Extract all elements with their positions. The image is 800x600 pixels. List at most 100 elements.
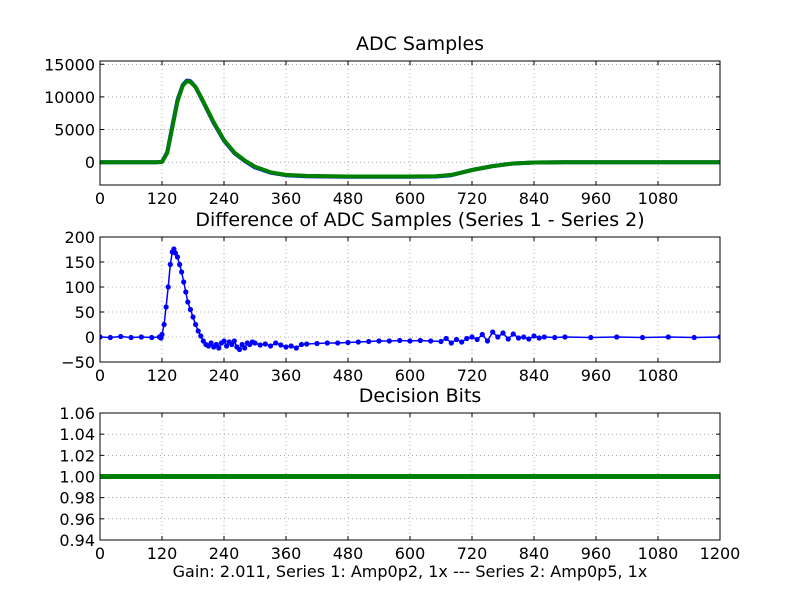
x-tick-label: 240 xyxy=(209,189,240,208)
data-point xyxy=(185,299,191,305)
x-tick-label: 360 xyxy=(271,366,302,385)
data-point xyxy=(172,250,178,256)
data-point xyxy=(278,342,284,348)
data-point xyxy=(335,340,341,346)
data-point xyxy=(314,340,320,347)
data-point xyxy=(195,328,201,334)
x-tick-label: 1200 xyxy=(700,544,741,563)
y-tick-label: 0.94 xyxy=(59,531,95,550)
data-point xyxy=(298,341,305,348)
data-point xyxy=(464,335,470,342)
y-tick-label: 50 xyxy=(75,303,95,322)
data-point xyxy=(459,339,465,345)
x-tick-label: 600 xyxy=(395,544,426,563)
data-point xyxy=(304,341,310,347)
x-tick-label: 840 xyxy=(519,544,550,563)
x-tick-label: 0 xyxy=(95,189,105,208)
data-point xyxy=(443,335,449,342)
y-tick-label: 1.06 xyxy=(59,404,95,423)
y-tick-label: 15000 xyxy=(44,55,95,74)
data-point xyxy=(177,261,183,268)
data-point xyxy=(531,333,537,339)
plot-area xyxy=(100,246,720,353)
data-point xyxy=(366,338,372,345)
data-point xyxy=(293,345,299,351)
data-point xyxy=(407,338,413,344)
data-point xyxy=(181,279,187,285)
data-point xyxy=(190,314,196,320)
plot-frame xyxy=(99,236,721,363)
data-point xyxy=(355,339,361,345)
data-point xyxy=(208,340,214,346)
data-point xyxy=(224,343,230,349)
data-point xyxy=(500,330,506,336)
data-point xyxy=(562,334,568,340)
data-point xyxy=(159,331,165,338)
data-point xyxy=(257,342,263,348)
data-point xyxy=(552,334,558,341)
data-point xyxy=(252,340,258,346)
data-point xyxy=(179,269,185,275)
series-line-2 xyxy=(100,79,720,179)
x-tick-label: 1080 xyxy=(638,189,679,208)
x-tick-label: 360 xyxy=(271,189,302,208)
x-tick-label: 720 xyxy=(457,189,488,208)
data-point xyxy=(588,334,594,341)
data-point xyxy=(198,333,204,339)
data-point xyxy=(273,340,279,346)
data-point xyxy=(474,336,480,343)
y-tick-label: −50 xyxy=(61,353,95,372)
data-point xyxy=(221,338,227,344)
x-tick-label: 720 xyxy=(457,544,488,563)
x-tick-label: 120 xyxy=(147,189,178,208)
y-tick-label: 1.02 xyxy=(59,446,95,465)
data-point xyxy=(100,334,103,340)
data-point xyxy=(614,334,620,340)
plot-frame xyxy=(99,412,721,541)
data-point xyxy=(128,334,134,341)
x-tick-label: 840 xyxy=(519,366,550,385)
data-point xyxy=(187,306,193,313)
x-tick-label: 120 xyxy=(147,544,178,563)
y-tick-label: 0 xyxy=(85,153,95,172)
x-tick-label: 960 xyxy=(581,189,612,208)
chart-title: ADC Samples xyxy=(356,33,484,55)
data-point xyxy=(495,334,501,340)
data-point xyxy=(165,284,171,290)
y-tick-label: 5000 xyxy=(54,121,95,140)
data-point xyxy=(138,334,144,340)
x-tick-label: 480 xyxy=(333,366,364,385)
x-tick-label: 600 xyxy=(395,366,426,385)
data-point xyxy=(428,338,434,344)
data-point xyxy=(183,289,189,295)
x-tick-label: 120 xyxy=(147,366,178,385)
data-point xyxy=(288,343,294,349)
plot-frame xyxy=(99,60,721,186)
y-tick-label: 10000 xyxy=(44,88,95,107)
data-point xyxy=(236,346,243,353)
data-point xyxy=(262,341,268,347)
data-point xyxy=(639,334,646,341)
data-point xyxy=(505,336,511,342)
y-tick-label: 1.04 xyxy=(59,425,95,444)
x-tick-label: 720 xyxy=(457,366,488,385)
chart-title: Decision Bits xyxy=(359,385,482,407)
data-point xyxy=(345,339,351,346)
data-point xyxy=(171,246,177,252)
data-point xyxy=(717,334,720,340)
data-point xyxy=(167,261,173,268)
data-point xyxy=(479,331,485,338)
chart-title: Difference of ADC Samples (Series 1 - Se… xyxy=(195,209,644,231)
x-tick-label: 0 xyxy=(95,366,105,385)
data-point xyxy=(453,336,460,343)
data-point xyxy=(149,334,155,341)
data-point xyxy=(283,344,289,350)
data-point xyxy=(216,345,222,351)
data-point xyxy=(163,304,169,310)
chart-panel-1: ADC Samples 0 120 240 360 480 600 720 840 960 1080… xyxy=(44,33,721,208)
data-point xyxy=(541,334,547,340)
data-point xyxy=(386,338,392,344)
data-point xyxy=(665,334,671,340)
y-tick-label: 0 xyxy=(85,328,95,347)
